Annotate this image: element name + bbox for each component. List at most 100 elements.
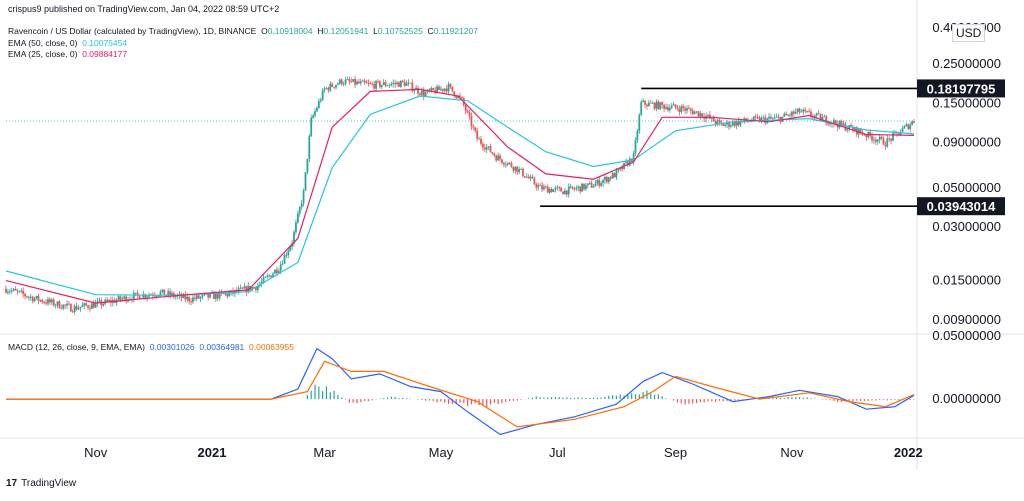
candle-body xyxy=(167,291,170,295)
candle-body xyxy=(495,155,498,161)
candle-body xyxy=(564,190,566,195)
candle-body xyxy=(22,290,25,294)
x-tick-label: Mar xyxy=(313,445,336,460)
candle-body xyxy=(163,289,166,296)
candle xyxy=(390,81,393,87)
candle-body xyxy=(876,140,879,142)
candle-body xyxy=(859,129,862,133)
ohlc-open: 0.10918004 xyxy=(267,26,313,36)
candle-body xyxy=(77,308,80,310)
candle-body xyxy=(909,124,912,130)
candle xyxy=(327,86,330,93)
candle xyxy=(857,128,860,139)
candle-body xyxy=(884,144,887,147)
x-tick-label: Jul xyxy=(549,445,566,460)
price-tick-label: 0.00900000 xyxy=(932,312,1001,327)
candle-body xyxy=(836,124,839,128)
candle xyxy=(169,288,171,300)
candle-body xyxy=(802,109,805,112)
candle-body xyxy=(840,120,843,125)
candle-body xyxy=(562,191,564,195)
candle xyxy=(71,309,74,313)
candle-body xyxy=(485,147,488,150)
candle xyxy=(682,103,685,112)
candle xyxy=(497,152,500,161)
candle-body xyxy=(699,113,702,117)
candle xyxy=(495,154,498,163)
candle-body xyxy=(770,116,772,119)
candle-body xyxy=(392,82,395,84)
candle-body xyxy=(718,120,721,122)
candle xyxy=(562,191,564,195)
candle xyxy=(274,269,276,274)
candle xyxy=(407,79,410,87)
candle xyxy=(136,289,139,299)
candle xyxy=(50,298,53,306)
candle xyxy=(520,168,522,171)
candle xyxy=(529,174,532,182)
candle-body xyxy=(401,80,404,82)
candle xyxy=(24,292,26,300)
candle-body xyxy=(447,84,450,92)
candle xyxy=(783,111,786,118)
candle-body xyxy=(548,188,551,193)
candle xyxy=(304,171,307,192)
candle xyxy=(539,183,542,187)
candle xyxy=(243,282,246,289)
candle-body xyxy=(268,275,271,277)
tradingview-logo-text: TradingView xyxy=(21,478,77,489)
macd-histogram xyxy=(306,384,915,407)
candle xyxy=(190,297,192,306)
candle-body xyxy=(543,186,545,190)
candle xyxy=(441,88,444,94)
candle-body xyxy=(317,101,320,108)
candle xyxy=(79,306,82,312)
candle-body xyxy=(121,298,124,300)
candle-body xyxy=(253,287,255,288)
candle-body xyxy=(605,176,608,182)
ohlc-o-label: O xyxy=(261,26,268,36)
candle-body xyxy=(123,296,126,299)
candle xyxy=(707,114,709,120)
candle xyxy=(293,229,295,247)
candle xyxy=(451,86,454,92)
candle xyxy=(331,82,334,88)
candle xyxy=(115,297,118,306)
candle-body xyxy=(337,83,339,85)
candle-body xyxy=(367,83,370,84)
candle xyxy=(674,104,677,110)
candle xyxy=(438,84,440,90)
candle xyxy=(409,82,412,84)
candle-body xyxy=(678,109,681,112)
candle-body xyxy=(274,269,276,274)
candle-body xyxy=(674,104,677,108)
candle-body xyxy=(295,222,297,232)
candle xyxy=(552,188,555,193)
currency-button[interactable]: USD xyxy=(952,24,986,42)
candle xyxy=(907,123,910,131)
candle-body xyxy=(493,153,496,156)
ema25-legend: EMA (25, close, 0) 0.09884177 xyxy=(8,49,127,59)
candle xyxy=(201,293,204,300)
candle-body xyxy=(758,117,761,122)
candle-body xyxy=(361,80,364,82)
candle xyxy=(335,84,337,90)
candle-body xyxy=(581,183,583,192)
candle xyxy=(77,304,80,310)
candle-body xyxy=(720,121,723,124)
candle-body xyxy=(478,138,480,140)
candle xyxy=(199,296,202,302)
candle-body xyxy=(428,89,431,91)
candle-body xyxy=(302,190,305,204)
candle-body xyxy=(56,301,59,306)
candle xyxy=(609,175,612,182)
candle xyxy=(686,105,688,114)
candle xyxy=(596,179,599,186)
candle xyxy=(73,304,76,315)
candle xyxy=(192,294,194,305)
candle-body xyxy=(842,123,845,125)
candle-body xyxy=(60,308,63,309)
candle-body xyxy=(539,185,542,187)
ohlc-close: 0.11921207 xyxy=(433,26,478,36)
